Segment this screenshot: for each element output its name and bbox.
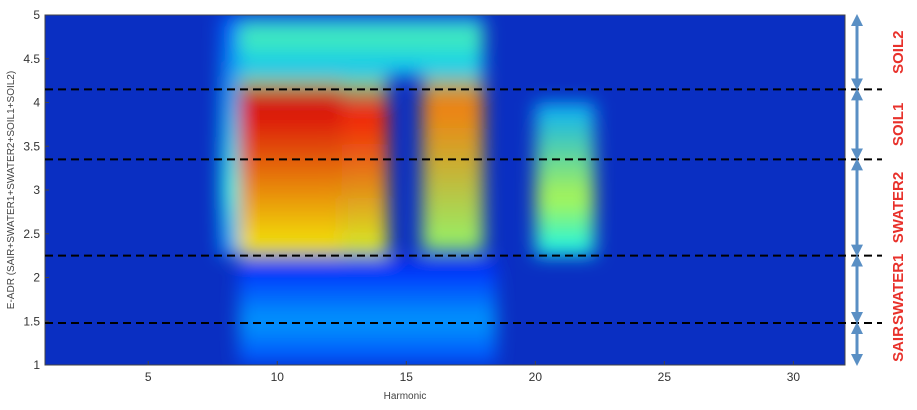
y-tick-label: 4.5 <box>23 52 40 66</box>
y-tick-label: 5 <box>33 8 40 22</box>
region-label: SAIR <box>890 326 907 362</box>
region-label: SWATER2 <box>890 172 907 243</box>
y-tick-label: 1 <box>33 358 40 372</box>
y-ticks: 1 1.5 2 2.5 3 3.5 4 4.5 5 <box>23 8 49 372</box>
y-tick-label: 2.5 <box>23 227 40 241</box>
y-tick-label: 1.5 <box>23 314 40 328</box>
y-axis-label: E-ADR (SAIR+SWATER1+SWATER2+SOIL1+SOIL2) <box>6 71 17 309</box>
y-tick-label: 3 <box>33 183 40 197</box>
x-tick-label: 30 <box>787 370 801 384</box>
x-tick-label: 5 <box>145 370 152 384</box>
heatmap-cell <box>238 76 342 256</box>
y-tick-label: 4 <box>33 96 40 110</box>
heatmap-cell <box>220 15 239 256</box>
region-label: SOIL2 <box>890 31 907 74</box>
heatmap-cell <box>238 260 497 365</box>
region-label: SWATER1 <box>890 254 907 325</box>
heatmap-cell <box>421 58 484 252</box>
x-tick-label: 20 <box>529 370 543 384</box>
x-ticks: 5 10 15 20 25 30 <box>145 361 800 384</box>
y-tick-label: 2 <box>33 271 40 285</box>
heat-layer <box>220 15 595 365</box>
x-tick-label: 10 <box>271 370 285 384</box>
region-label: SOIL1 <box>890 103 907 146</box>
heatmap-cell <box>535 102 595 256</box>
x-axis-label: Harmonic <box>384 391 427 402</box>
x-tick-label: 25 <box>658 370 672 384</box>
boundary-layer <box>45 88 882 324</box>
x-tick-label: 15 <box>400 370 414 384</box>
y-tick-label: 3.5 <box>23 139 40 153</box>
heatmap-cell <box>341 76 389 256</box>
heatmap-cell <box>238 15 484 77</box>
